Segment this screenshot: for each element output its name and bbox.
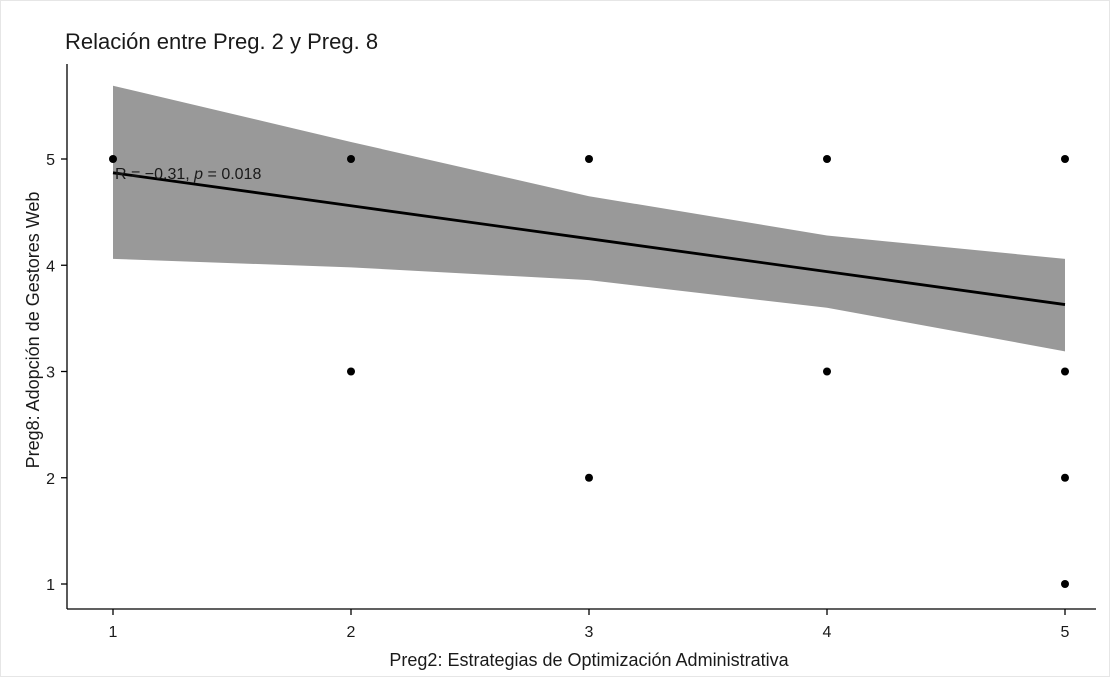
data-point xyxy=(585,473,593,482)
annotation-p-value: = 0.018 xyxy=(203,166,261,183)
data-point xyxy=(1061,155,1069,163)
x-axis-label: Preg2: Estrategias de Optimización Admin… xyxy=(389,650,789,670)
annotation-r: R = −0.31, xyxy=(115,166,194,183)
x-tick-label: 4 xyxy=(823,624,832,641)
y-tick-label: 5 xyxy=(46,152,55,169)
data-point xyxy=(1061,367,1069,376)
regression-line xyxy=(112,171,1066,306)
confidence-band-layer xyxy=(113,85,1065,352)
chart-title: Relación entre Preg. 2 y Preg. 8 xyxy=(65,29,378,54)
data-point xyxy=(109,155,117,163)
y-tick-label: 3 xyxy=(46,365,55,382)
x-tick-label: 2 xyxy=(347,624,356,641)
data-point xyxy=(347,367,355,376)
data-point xyxy=(823,155,831,163)
x-axis-ticks: 1 2 3 4 5 xyxy=(109,609,1070,641)
x-tick-label: 3 xyxy=(585,624,594,641)
data-point xyxy=(585,155,593,163)
regression-line-layer xyxy=(112,171,1066,306)
x-tick-label: 1 xyxy=(109,624,118,641)
data-point xyxy=(1061,580,1069,588)
y-tick-label: 4 xyxy=(46,258,55,275)
y-axis-label: Preg8: Adopción de Gestores Web xyxy=(23,192,43,469)
x-tick-label: 5 xyxy=(1061,624,1070,641)
data-point xyxy=(823,367,831,376)
confidence-band xyxy=(113,85,1065,352)
data-point xyxy=(347,155,355,163)
y-tick-label: 1 xyxy=(46,577,55,594)
data-point xyxy=(1061,473,1069,482)
annotation-p-symbol: p xyxy=(193,166,203,183)
correlation-annotation: R = −0.31, p = 0.018 xyxy=(115,166,261,183)
data-points-layer xyxy=(109,155,1069,588)
y-tick-label: 2 xyxy=(46,471,55,488)
y-axis-ticks: 1 2 3 4 5 xyxy=(46,152,67,594)
